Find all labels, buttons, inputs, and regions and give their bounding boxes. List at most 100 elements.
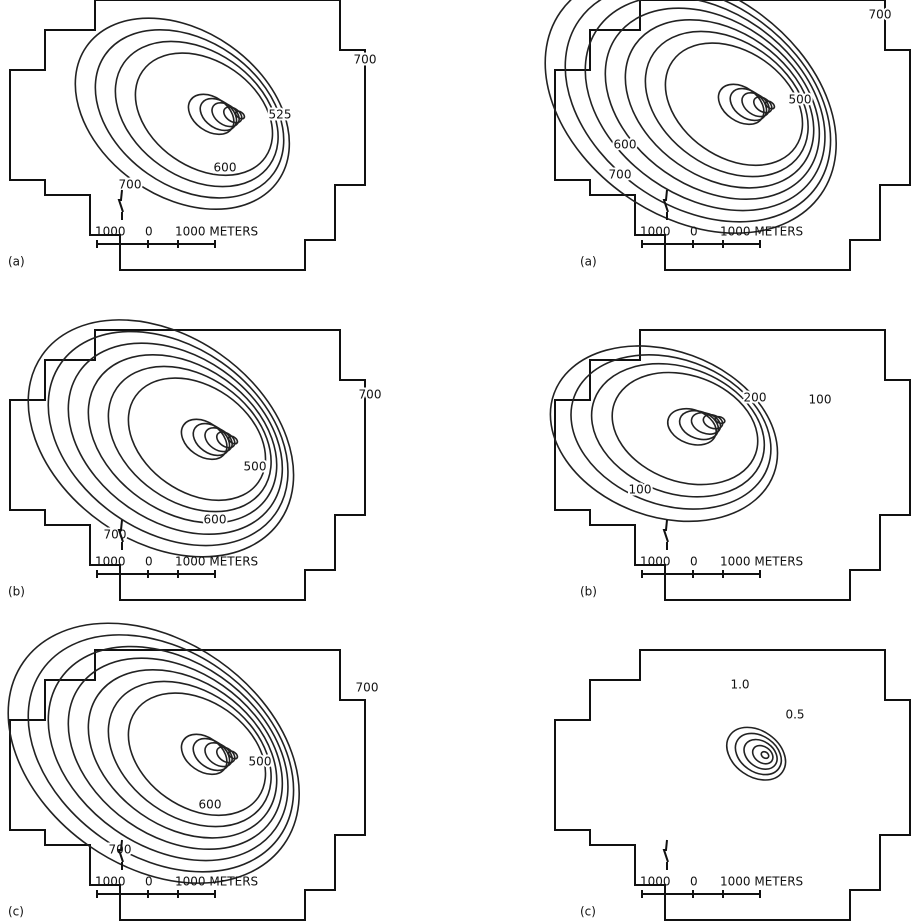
map-panel: 200 100 100 (b) 1000 0 1000 METERS (549, 329, 911, 601)
contour-label: 700 (869, 8, 892, 22)
contour-label: 525 (269, 108, 292, 122)
contour-line (134, 52, 274, 177)
north-arrow (117, 839, 124, 870)
scale-mid: 0 (145, 555, 153, 569)
scale-bar (96, 570, 216, 578)
contour-line (204, 426, 233, 453)
scale-left: 1000 (640, 555, 671, 569)
contour-line (27, 634, 295, 873)
north-arrow (662, 189, 669, 220)
panel-label: (c) (580, 905, 596, 919)
contour-line (741, 91, 770, 118)
contour-line (666, 407, 717, 446)
scale-mid: 0 (145, 875, 153, 889)
contour-line (702, 413, 724, 430)
contour-line (107, 680, 272, 828)
panel-label: (a) (580, 255, 597, 269)
contour-line (192, 422, 231, 457)
scale-bar (641, 890, 761, 898)
scale-right: 1000 METERS (720, 555, 803, 569)
contour-label: 0.5 (785, 708, 804, 722)
contour-line (67, 657, 284, 851)
contour-line (751, 744, 774, 765)
contour-line (760, 750, 770, 760)
contour-line (87, 353, 278, 524)
contour-label: 500 (789, 93, 812, 107)
contour-line (544, 0, 837, 234)
contour-label: 600 (614, 138, 637, 152)
contour-line (180, 733, 228, 776)
scale-bar (641, 570, 761, 578)
scale-right: 1000 METERS (720, 225, 803, 239)
scale-left: 1000 (640, 225, 671, 239)
panel-label: (b) (8, 585, 25, 599)
contour-line (604, 7, 821, 201)
contour-label: 100 (809, 393, 832, 407)
contour-line (199, 97, 238, 132)
scale-left: 1000 (95, 225, 126, 239)
north-arrow (662, 839, 669, 870)
north-arrow (117, 519, 124, 550)
scale-right: 1000 METERS (175, 555, 258, 569)
contour-label: 700 (359, 388, 382, 402)
scale-mid: 0 (145, 225, 153, 239)
contour-line (187, 93, 235, 136)
map-panel: 700 525 600 700 (a) 1000 0 1000 METERS (8, 0, 378, 271)
map-outline (9, 329, 366, 601)
contour-line (624, 18, 815, 189)
contour-line (114, 40, 279, 188)
contour-label: 700 (354, 53, 377, 67)
contour-line (47, 645, 289, 862)
contour-line (570, 354, 772, 510)
scale-mid: 0 (690, 555, 698, 569)
contour-line (564, 0, 832, 223)
scale-mid: 0 (690, 225, 698, 239)
panel-label: (c) (8, 905, 24, 919)
map-outline (554, 649, 911, 921)
contour-label: 600 (204, 513, 227, 527)
contour-line (590, 362, 766, 498)
contour-line (211, 101, 240, 128)
contour-line (717, 83, 765, 126)
contour-line (611, 371, 759, 486)
contour-line (664, 42, 804, 167)
contour-line (584, 0, 826, 212)
contour-line (644, 30, 809, 178)
contour-line (729, 87, 768, 122)
contour-line (180, 418, 228, 461)
contour-label: 200 (744, 391, 767, 405)
scale-bar (96, 240, 216, 248)
contour-line (107, 365, 272, 513)
contour-line (549, 345, 779, 523)
map-outline (9, 649, 366, 921)
contour-line (67, 342, 284, 536)
contour-line (215, 431, 236, 449)
contour-label: 500 (244, 460, 267, 474)
contour-line (27, 319, 295, 558)
scale-bar (96, 890, 216, 898)
contour-line (678, 409, 720, 441)
contour-line (127, 692, 267, 817)
scale-left: 1000 (95, 875, 126, 889)
contour-label: 600 (214, 161, 237, 175)
map-panel: 700 500 600 700 (a) 1000 0 1000 METERS (544, 0, 911, 271)
contour-line (74, 17, 291, 211)
scale-left: 1000 (640, 875, 671, 889)
contour-line (752, 96, 773, 114)
contour-label: 100 (629, 483, 652, 497)
contour-label: 700 (119, 178, 142, 192)
contour-line (743, 738, 778, 770)
contour-label: 600 (199, 798, 222, 812)
contour-line (94, 28, 285, 199)
scale-right: 1000 METERS (175, 225, 258, 239)
contour-line (127, 377, 267, 502)
contour-label: 700 (609, 168, 632, 182)
contour-line (222, 106, 243, 124)
contour-line (87, 668, 278, 839)
scale-right: 1000 METERS (720, 875, 803, 889)
map-outline (554, 329, 911, 601)
contour-line (215, 746, 236, 764)
contour-line (734, 732, 783, 776)
